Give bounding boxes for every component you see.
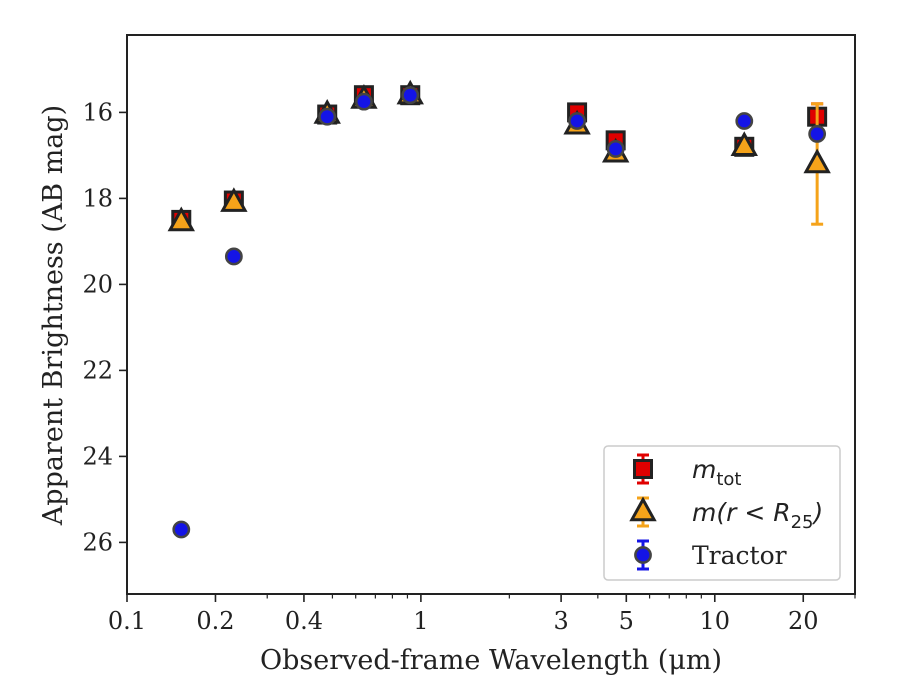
x-tick-label: 0.2 bbox=[196, 607, 234, 635]
data-point bbox=[318, 107, 337, 126]
data-point bbox=[355, 92, 373, 111]
legend-marker bbox=[633, 459, 653, 479]
data-point bbox=[167, 206, 195, 232]
y-tick-label: 26 bbox=[82, 528, 113, 556]
legend-item: m(r < R25) bbox=[629, 496, 823, 533]
x-tick-label: 0.1 bbox=[108, 607, 146, 635]
y-tick-label: 18 bbox=[82, 184, 113, 212]
legend: mtot m(r < R25) Tractor bbox=[603, 445, 841, 581]
legend-item: mtot bbox=[633, 453, 742, 490]
x-tick-label: 1 bbox=[413, 607, 428, 635]
data-point bbox=[172, 520, 191, 539]
data-point bbox=[220, 187, 248, 212]
x-tick-label: 20 bbox=[788, 607, 819, 635]
x-tick-label: 5 bbox=[619, 607, 634, 635]
data-point bbox=[224, 247, 243, 266]
y-tick-label: 20 bbox=[82, 270, 113, 298]
data-point bbox=[735, 112, 754, 130]
x-tick-label: 10 bbox=[700, 607, 731, 635]
legend-marker bbox=[634, 546, 652, 564]
plot-marks bbox=[167, 79, 831, 539]
legend-marker bbox=[629, 496, 657, 522]
y-axis-title: Apparent Brightness (AB mag) bbox=[38, 105, 69, 526]
legend-label: m(r < R25) bbox=[692, 498, 823, 533]
y-tick-label: 22 bbox=[82, 356, 113, 384]
data-point bbox=[803, 148, 831, 174]
legend-label: Tractor bbox=[692, 541, 787, 570]
series-circle bbox=[172, 86, 827, 539]
legend-item: Tractor bbox=[634, 539, 787, 571]
x-tick-label: 0.4 bbox=[285, 607, 323, 635]
y-tick-label: 24 bbox=[82, 442, 113, 470]
y-tick-label: 16 bbox=[82, 98, 113, 126]
legend-label: mtot bbox=[692, 455, 742, 490]
series-square bbox=[171, 85, 828, 230]
axes: 0.1 0.2 0.4 1 3 5 10 20 16 18 20 22 24 26 bbox=[82, 98, 856, 635]
data-point bbox=[401, 86, 420, 105]
data-point bbox=[730, 131, 758, 156]
x-axis-title: Observed-frame Wavelength (μm) bbox=[260, 645, 722, 676]
x-tick-label: 3 bbox=[553, 607, 568, 635]
series-triangle bbox=[167, 79, 831, 232]
data-point bbox=[808, 124, 827, 143]
legend-box bbox=[603, 445, 841, 581]
data-point bbox=[606, 140, 625, 158]
plot-frame bbox=[126, 34, 856, 595]
data-point bbox=[568, 112, 586, 130]
